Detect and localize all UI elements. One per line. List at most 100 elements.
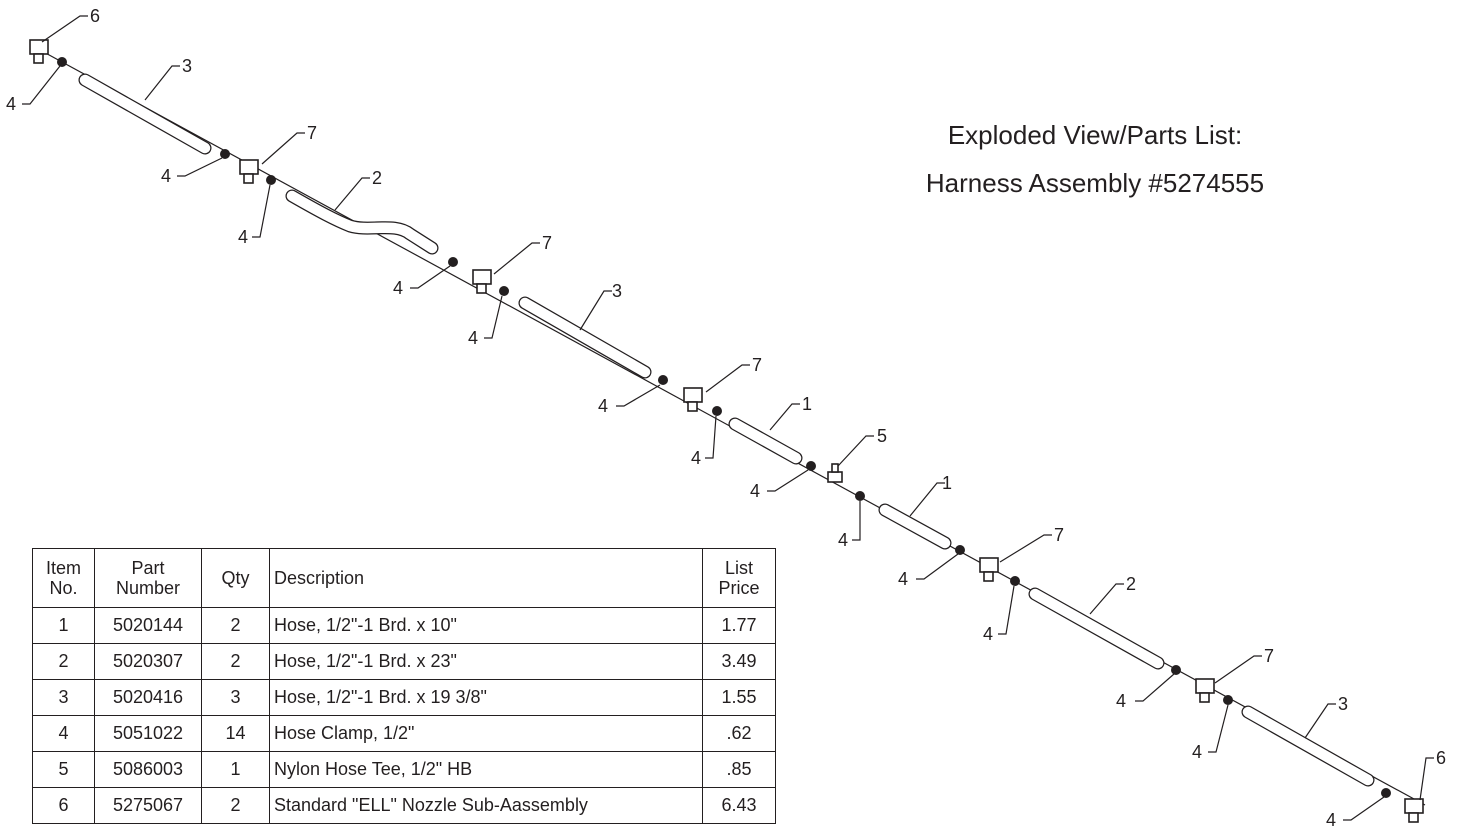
callout-label: 4	[1192, 742, 1202, 762]
cell-price: 3.49	[702, 643, 776, 680]
nozzle-item-7-e	[1195, 678, 1215, 703]
callout-label: 4	[468, 328, 478, 348]
cell-description: Nylon Hose Tee, 1/2" HB	[269, 751, 703, 788]
cell-item: 6	[32, 787, 95, 824]
table-row: 1 5020144 2 Hose, 1/2"-1 Brd. x 10" 1.77	[32, 607, 776, 644]
callout-label: 7	[752, 355, 762, 375]
cell-part-number: 5020144	[94, 607, 202, 644]
nozzle-bodies	[29, 39, 1424, 823]
header-price-line1: List	[724, 558, 753, 578]
hose-item-1-a	[728, 417, 803, 465]
cell-part-number: 5020416	[94, 679, 202, 716]
hose-item-2-b	[1028, 587, 1165, 670]
hose-clamps	[57, 57, 1391, 798]
callout-label: 4	[1116, 691, 1126, 711]
leader-lines	[22, 15, 1434, 821]
callout-label: 4	[6, 94, 16, 114]
nozzle-item-6-a	[29, 39, 49, 64]
callout-label: 3	[1338, 694, 1348, 714]
callout-label: 4	[161, 166, 171, 186]
callout-label: 4	[691, 448, 701, 468]
cell-description: Standard "ELL" Nozzle Sub-Aassembly	[269, 787, 703, 824]
nozzle-item-7-c	[683, 387, 703, 412]
callout-label: 4	[750, 481, 760, 501]
callout-label: 5	[877, 426, 887, 446]
nozzle-item-6-b	[1404, 798, 1424, 823]
cell-price: 1.77	[702, 607, 776, 644]
hose-item-3-b	[518, 296, 652, 379]
cell-item: 2	[32, 643, 95, 680]
cell-qty: 2	[201, 607, 270, 644]
header-qty: Qty	[201, 548, 270, 608]
header-item-no: Item No.	[32, 548, 95, 608]
cell-qty: 14	[201, 715, 270, 752]
cell-price: 6.43	[702, 787, 776, 824]
diagram-subtitle: Harness Assembly #5274555	[925, 168, 1265, 198]
parts-list-table: Item No. Part Number Qty Description List P…	[32, 548, 776, 824]
cell-qty: 2	[201, 787, 270, 824]
nozzle-item-7-d	[979, 557, 999, 582]
callout-label: 7	[1264, 646, 1274, 666]
cell-price: 1.55	[702, 679, 776, 716]
nozzle-item-7-b	[472, 269, 492, 294]
cell-part-number: 5275067	[94, 787, 202, 824]
hose-item-1-b	[878, 503, 952, 550]
header-part-number: Part Number	[94, 548, 202, 608]
callout-label: 4	[838, 530, 848, 550]
callout-label: 3	[182, 56, 192, 76]
hose-item-3-c	[1241, 705, 1375, 787]
callout-label: 4	[393, 278, 403, 298]
hose-item-2-a	[285, 189, 439, 255]
callout-label: 6	[1436, 748, 1446, 768]
callout-label: 7	[542, 233, 552, 253]
callout-label: 6	[90, 6, 100, 26]
callout-label: 4	[1326, 810, 1336, 830]
cell-description: Hose, 1/2"-1 Brd. x 19 3/8"	[269, 679, 703, 716]
nozzle-item-7-a	[239, 159, 259, 184]
callout-label: 4	[598, 396, 608, 416]
header-part-line2: Number	[115, 578, 181, 598]
cell-item: 1	[32, 607, 95, 644]
table-header-row: Item No. Part Number Qty Description List P…	[32, 548, 776, 608]
callout-label: 4	[898, 569, 908, 589]
callout-labels: 6 3 4 4 7 2 4 4 7 3 4 4 7 1 4 5 4 4 1 4 …	[6, 6, 1446, 830]
cell-part-number: 5051022	[94, 715, 202, 752]
table-row: 6 5275067 2 Standard "ELL" Nozzle Sub-Aa…	[32, 787, 776, 824]
cell-part-number: 5086003	[94, 751, 202, 788]
table-row: 5 5086003 1 Nylon Hose Tee, 1/2" HB .85	[32, 751, 776, 788]
callout-label: 2	[1126, 574, 1136, 594]
diagram-title: Exploded View/Parts List:	[947, 120, 1243, 150]
callout-label: 1	[942, 473, 952, 493]
callout-label: 4	[983, 624, 993, 644]
cell-qty: 3	[201, 679, 270, 716]
cell-item: 3	[32, 679, 95, 716]
header-item-line2: No.	[49, 578, 78, 598]
tee-item-5	[827, 463, 843, 483]
callout-label: 4	[238, 227, 248, 247]
hose-segments	[78, 73, 1375, 787]
cell-price: .85	[702, 751, 776, 788]
cell-qty: 2	[201, 643, 270, 680]
cell-item: 4	[32, 715, 95, 752]
header-list-price: List Price	[702, 548, 776, 608]
callout-label: 7	[307, 123, 317, 143]
callout-label: 2	[372, 168, 382, 188]
header-part-line1: Part	[131, 558, 165, 578]
table-row: 3 5020416 3 Hose, 1/2"-1 Brd. x 19 3/8" …	[32, 679, 776, 716]
cell-description: Hose Clamp, 1/2"	[269, 715, 703, 752]
header-item-line1: Item	[45, 558, 81, 578]
table-row: 2 5020307 2 Hose, 1/2"-1 Brd. x 23" 3.49	[32, 643, 776, 680]
callout-label: 3	[612, 281, 622, 301]
cell-price: .62	[702, 715, 776, 752]
cell-description: Hose, 1/2"-1 Brd. x 23"	[269, 643, 703, 680]
cell-qty: 1	[201, 751, 270, 788]
header-price-line2: Price	[718, 578, 760, 598]
header-description: Description	[269, 548, 703, 608]
callout-label: 7	[1054, 525, 1064, 545]
hose-item-3-a	[78, 73, 212, 155]
cell-part-number: 5020307	[94, 643, 202, 680]
cell-description: Hose, 1/2"-1 Brd. x 10"	[269, 607, 703, 644]
callout-label: 1	[802, 394, 812, 414]
table-row: 4 5051022 14 Hose Clamp, 1/2" .62	[32, 715, 776, 752]
